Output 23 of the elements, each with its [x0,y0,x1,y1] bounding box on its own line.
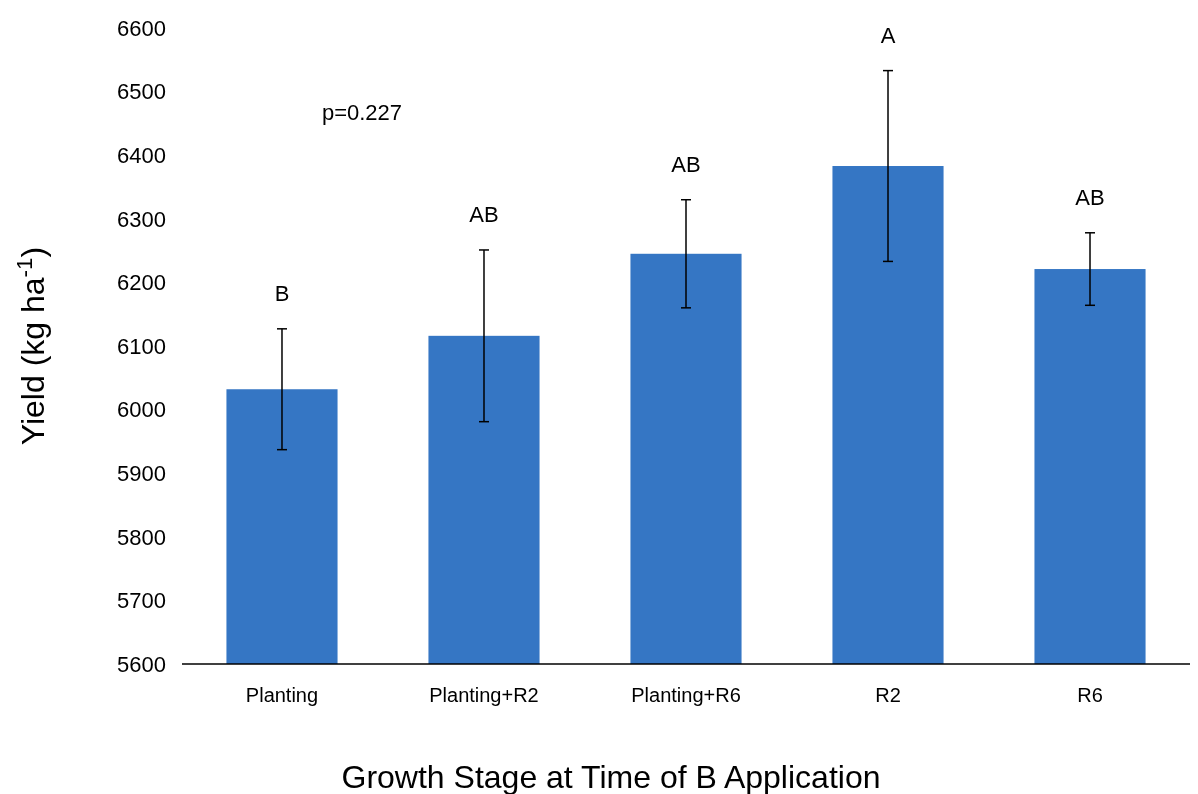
x-axis-title: Growth Stage at Time of B Application [341,759,881,794]
y-tick-label: 6400 [117,142,166,168]
x-tick-label: Planting+R2 [429,684,539,706]
annotation: B [274,280,290,306]
x-tick-label: Planting [245,684,319,706]
annotation: AB [469,201,499,227]
y-tick-label: 6000 [117,397,166,423]
y-tick-label: 6600 [117,15,166,41]
annotation: A [880,22,896,48]
y-tick-label: 5700 [117,588,166,614]
y-tick-label: 5800 [117,524,166,550]
x-tick-label: R2 [875,684,901,706]
y-tick-label: 5900 [117,460,166,486]
x-tick-label: Planting+R6 [631,684,741,706]
annotation: AB [1075,184,1105,210]
y-tick-label: 6500 [117,79,166,105]
x-tick-label: R6 [1077,684,1103,706]
y-tick-label: 6300 [117,206,166,232]
y-tick-label: 6100 [117,333,166,359]
annotation: p=0.227 [321,100,403,125]
y-tick-label: 5600 [117,651,166,677]
y-tick-label: 6200 [117,270,166,296]
annotation: AB [671,151,701,177]
